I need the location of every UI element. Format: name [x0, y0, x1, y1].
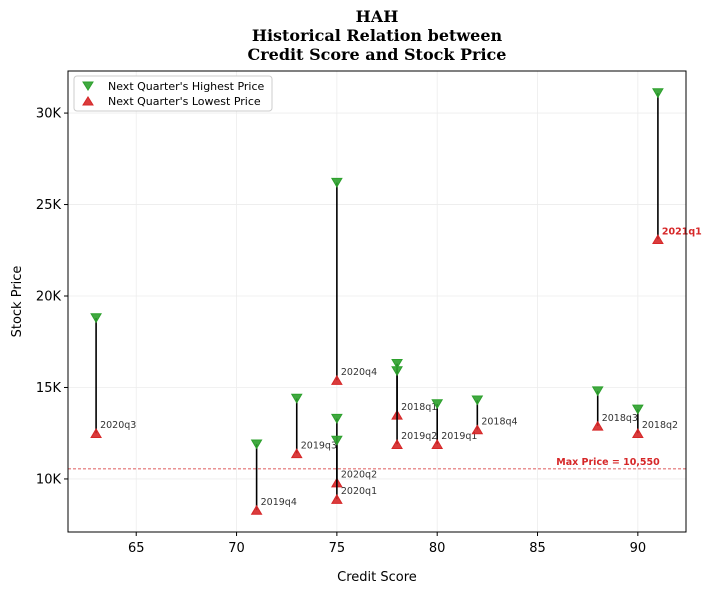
- y-axis-ticks: 10K 15K 20K 25K 30K: [36, 107, 68, 487]
- high-price-marker: [471, 395, 484, 406]
- legend: Next Quarter's Highest Price Next Quarter…: [73, 75, 273, 112]
- chart-title-line: HAH: [356, 7, 399, 26]
- point-label: 2020q1: [341, 486, 377, 497]
- low-price-marker: [591, 420, 604, 431]
- high-price-marker: [330, 435, 343, 446]
- point-label: 2019q4: [261, 497, 297, 508]
- legend-marker: [82, 81, 94, 91]
- legend-marker: [82, 96, 94, 106]
- low-price-marker: [330, 374, 343, 385]
- y-tick-label: 20K: [36, 290, 62, 305]
- high-price-marker: [391, 358, 403, 369]
- point-label: 2020q4: [341, 367, 377, 378]
- high-price-marker: [652, 88, 664, 99]
- point-label: 2019q3: [301, 440, 337, 451]
- low-price-marker: [431, 438, 444, 449]
- x-axis-label: Credit Score: [337, 570, 417, 585]
- x-tick-label: 65: [128, 541, 145, 556]
- low-price-marker: [631, 427, 644, 438]
- legend-label: Next Quarter's Highest Price: [108, 80, 265, 93]
- low-price-marker: [652, 234, 664, 245]
- point-label: 2019q2: [401, 431, 437, 442]
- x-tick-label: 90: [630, 541, 647, 556]
- high-price-marker: [290, 393, 303, 404]
- low-price-marker: [90, 427, 102, 438]
- point-label: 2018q4: [481, 417, 517, 428]
- legend-label: Next Quarter's Lowest Price: [108, 95, 261, 108]
- x-tick-label: 75: [329, 541, 346, 556]
- high-price-marker: [330, 413, 343, 424]
- y-axis-label: Stock Price: [10, 266, 25, 338]
- grid: [68, 71, 686, 532]
- high-price-marker: [591, 386, 604, 397]
- point-label: 2021q1: [662, 226, 702, 237]
- low-price-marker: [471, 424, 484, 435]
- x-axis-ticks: 65 70 75 80 85 90: [128, 532, 646, 556]
- plot-frame: [67, 70, 687, 533]
- point-label: 2018q2: [642, 420, 678, 431]
- y-tick-label: 15K: [36, 381, 62, 396]
- high-price-marker: [330, 177, 343, 188]
- chart-title-line: Historical Relation between: [252, 26, 503, 45]
- high-price-marker: [391, 366, 403, 377]
- high-price-marker: [250, 439, 263, 450]
- y-tick-label: 25K: [36, 198, 62, 213]
- chart-title-line: Credit Score and Stock Price: [248, 45, 507, 64]
- max-price-label: Max Price = 10,550: [556, 457, 660, 468]
- x-tick-label: 70: [228, 541, 245, 556]
- low-price-marker: [250, 504, 263, 515]
- high-price-marker: [631, 404, 644, 415]
- low-price-marker: [330, 493, 343, 504]
- point-label: 2020q2: [341, 470, 377, 481]
- max-price-line: Max Price = 10,550: [68, 457, 686, 470]
- y-tick-label: 10K: [36, 472, 62, 487]
- high-price-marker: [90, 313, 102, 324]
- low-price-marker: [290, 448, 303, 459]
- point-label: 2019q1: [441, 431, 477, 442]
- high-price-marker: [431, 399, 444, 410]
- point-label: 2018q1: [401, 402, 437, 413]
- x-tick-label: 80: [429, 541, 446, 556]
- point-label: 2018q3: [602, 413, 638, 424]
- y-tick-label: 30K: [36, 107, 62, 122]
- point-label: 2020q3: [100, 420, 136, 431]
- low-price-marker: [391, 438, 403, 449]
- legend-box: [73, 75, 273, 112]
- series: 2020q3 2019q4 2019q3 2020q4 2020q2 2020q1 2018…: [90, 88, 702, 515]
- x-tick-label: 85: [529, 541, 546, 556]
